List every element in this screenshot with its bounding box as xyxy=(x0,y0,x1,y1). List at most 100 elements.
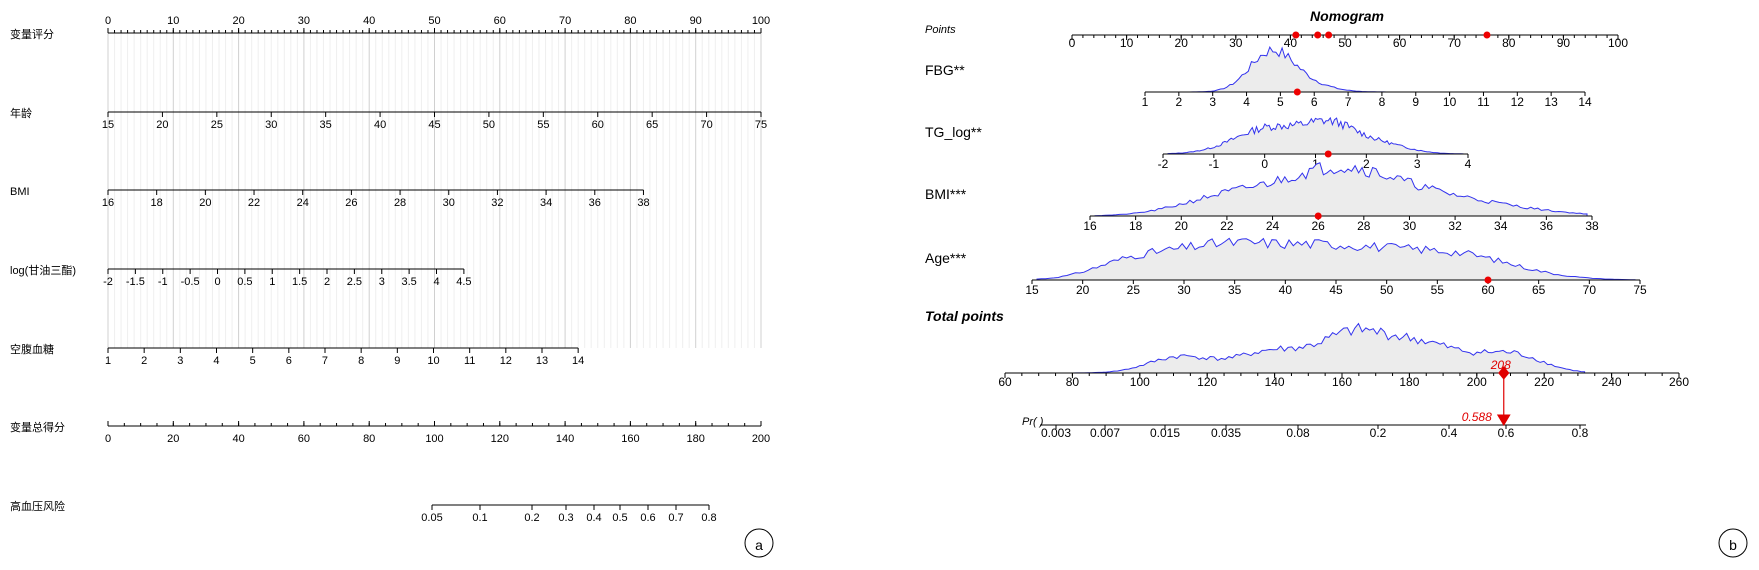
a-total-tick-label: 60 xyxy=(298,433,310,445)
panel-b-badge xyxy=(1718,528,1748,558)
b-total-tick-label: 60 xyxy=(998,375,1012,389)
b-age-tick-label: 50 xyxy=(1380,283,1394,297)
a-row-label-age: 年龄 xyxy=(10,106,32,120)
a-risk-tick-label: 0.3 xyxy=(558,512,573,524)
b-prob-tick-label: 0.08 xyxy=(1286,426,1310,440)
a-score-tick-label: 80 xyxy=(624,15,636,27)
b-bmi-marker xyxy=(1314,212,1322,220)
b-prob-tick-label: 0.007 xyxy=(1090,426,1120,440)
a-score-tick-label: 100 xyxy=(752,15,770,27)
b-prob-tick-label: 0.015 xyxy=(1150,426,1180,440)
a-total-tick-label: 20 xyxy=(167,433,179,445)
a-risk-tick-label: 0.05 xyxy=(421,512,442,524)
b-tglog-tick-label: 1 xyxy=(1312,157,1319,171)
b-bmi-tick-label: 28 xyxy=(1357,219,1371,233)
panel-b-badge-label: b xyxy=(1729,537,1737,553)
b-bmi-density xyxy=(1094,162,1588,217)
b-age-tick-label: 40 xyxy=(1279,283,1293,297)
a-age-tick-label: 70 xyxy=(700,119,712,131)
a-bmi-tick-label: 18 xyxy=(151,197,163,209)
a-score-tick-label: 60 xyxy=(494,15,506,27)
a-score-tick-label: 10 xyxy=(167,15,179,27)
a-age-tick-label: 30 xyxy=(265,119,277,131)
a-logtg-tick-label: 1 xyxy=(269,276,275,288)
a-fbg-tick-label: 5 xyxy=(250,355,256,367)
a-fbg-tick-label: 13 xyxy=(536,355,548,367)
b-age-density xyxy=(1036,237,1636,281)
b-fbg-tick-label: 8 xyxy=(1379,95,1386,109)
a-total-tick-label: 160 xyxy=(621,433,639,445)
b-points-tick-label: 90 xyxy=(1557,36,1571,50)
a-risk-tick-label: 0.1 xyxy=(472,512,487,524)
b-age-tick-label: 35 xyxy=(1228,283,1242,297)
b-total-tick-label: 80 xyxy=(1066,375,1080,389)
b-row-label-total: Total points xyxy=(925,308,1004,324)
b-fbg-tick-label: 3 xyxy=(1209,95,1216,109)
b-points-marker xyxy=(1325,31,1333,39)
a-bmi-tick-label: 38 xyxy=(637,197,649,209)
a-fbg-tick-label: 11 xyxy=(464,355,475,367)
b-prob-tick-label: 0.4 xyxy=(1441,426,1458,440)
b-title: Nomogram xyxy=(1310,8,1384,24)
b-fbg-tick-label: 10 xyxy=(1443,95,1457,109)
b-points-marker xyxy=(1292,31,1300,39)
panel-b: Nomogram 0 10 20 30 40 50 60 70 80 90 100 Points 1 2 3 4… xyxy=(925,8,1748,558)
b-age-tick-label: 70 xyxy=(1583,283,1597,297)
a-score-tick-label: 70 xyxy=(559,15,571,27)
b-fbg-tick-label: 9 xyxy=(1412,95,1419,109)
b-points-tick-label: 60 xyxy=(1393,36,1407,50)
b-bmi-label: BMI*** xyxy=(925,186,967,202)
a-age-tick-label: 35 xyxy=(320,119,332,131)
a-bmi-tick-label: 30 xyxy=(443,197,455,209)
a-logtg-tick-label: -1.5 xyxy=(126,276,145,288)
b-fbg-tick-label: 14 xyxy=(1578,95,1592,109)
b-prob-marker xyxy=(1496,414,1511,426)
a-age-tick-label: 50 xyxy=(483,119,495,131)
a-fbg-tick-label: 8 xyxy=(358,355,364,367)
a-logtg-tick-label: -2 xyxy=(103,276,113,288)
b-bmi-tick-label: 26 xyxy=(1312,219,1326,233)
a-bmi-tick-label: 16 xyxy=(102,197,114,209)
a-total-tick-label: 140 xyxy=(556,433,574,445)
a-fbg-tick-label: 14 xyxy=(572,355,584,367)
b-total-tick-label: 120 xyxy=(1197,375,1217,389)
b-total-tick-label: 160 xyxy=(1332,375,1352,389)
b-bmi-tick-label: 20 xyxy=(1175,219,1189,233)
a-logtg-tick-label: 1.5 xyxy=(292,276,307,288)
b-total-tick-label: 100 xyxy=(1130,375,1150,389)
b-total-tick-label: 140 xyxy=(1265,375,1285,389)
b-row-label-points: Points xyxy=(925,24,956,36)
a-logtg-tick-label: 2 xyxy=(324,276,330,288)
a-row-label-total: 变量总得分 xyxy=(10,420,65,434)
a-score-tick-label: 90 xyxy=(690,15,702,27)
a-logtg-tick-label: 3 xyxy=(379,276,385,288)
panel-a-badge xyxy=(744,528,774,558)
b-age-tick-label: 15 xyxy=(1025,283,1039,297)
b-age-tick-label: 25 xyxy=(1127,283,1141,297)
b-fbg-density xyxy=(1150,45,1580,93)
b-tglog-tick-label: 4 xyxy=(1465,157,1472,171)
a-logtg-tick-label: 0.5 xyxy=(237,276,252,288)
b-total-tick-label: 260 xyxy=(1669,375,1689,389)
b-fbg-tick-label: 12 xyxy=(1511,95,1525,109)
a-fbg-tick-label: 4 xyxy=(213,355,219,367)
b-points-tick-label: 30 xyxy=(1229,36,1243,50)
b-total-tick-label: 180 xyxy=(1399,375,1419,389)
a-score-tick-label: 20 xyxy=(232,15,244,27)
a-total-tick-label: 80 xyxy=(363,433,375,445)
b-points-tick-label: 0 xyxy=(1069,36,1076,50)
a-total-tick-label: 200 xyxy=(752,433,770,445)
b-age-tick-label: 60 xyxy=(1481,283,1495,297)
a-risk-tick-label: 0.8 xyxy=(701,512,716,524)
b-fbg-tick-label: 5 xyxy=(1277,95,1284,109)
b-total-tick-label: 200 xyxy=(1467,375,1487,389)
a-age-tick-label: 65 xyxy=(646,119,658,131)
a-risk-tick-label: 0.2 xyxy=(524,512,539,524)
b-bmi-tick-label: 22 xyxy=(1220,219,1234,233)
b-tglog-tick-label: -2 xyxy=(1158,157,1169,171)
a-logtg-tick-label: -0.5 xyxy=(181,276,200,288)
b-fbg-tick-label: 13 xyxy=(1544,95,1558,109)
a-total-tick-label: 40 xyxy=(232,433,244,445)
a-total-tick-label: 0 xyxy=(105,433,111,445)
b-tglog-marker xyxy=(1324,150,1332,158)
